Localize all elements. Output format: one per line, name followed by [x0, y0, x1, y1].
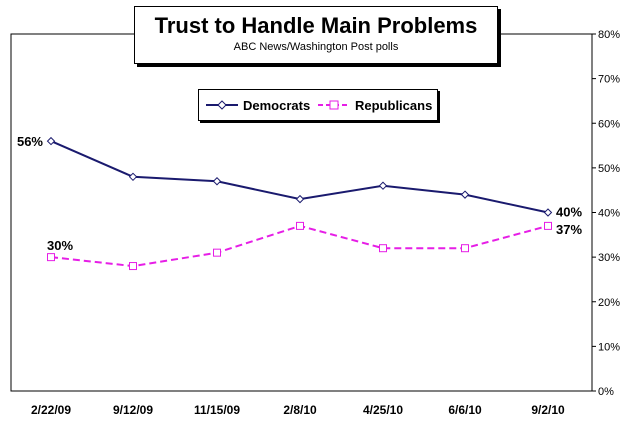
x-tick-label: 4/25/10 [363, 403, 403, 417]
data-point-republicans [296, 221, 304, 230]
legend-swatch-democrats [206, 100, 238, 110]
legend-item-republicans: Republicans [317, 97, 432, 113]
data-point-republicans [129, 262, 137, 271]
x-tick-label: 9/12/09 [113, 403, 153, 417]
legend-swatch-republicans [318, 100, 350, 110]
data-point-republicans [461, 244, 469, 253]
legend-label-democrats: Democrats [243, 97, 311, 113]
chart-title: Trust to Handle Main Problems [154, 13, 478, 38]
x-tick-label: 2/8/10 [283, 403, 317, 417]
y-tick-label: 0% [598, 386, 614, 398]
data-point-democrats [460, 190, 470, 199]
data-label: 40% [556, 205, 582, 220]
data-point-democrats [128, 172, 138, 182]
data-point-republicans [213, 248, 221, 257]
y-tick-label: 10% [598, 341, 620, 353]
data-point-republicans [379, 244, 387, 253]
x-tick-label: 9/2/10 [531, 403, 565, 417]
data-point-democrats [212, 177, 222, 186]
data-point-democrats [378, 181, 388, 190]
data-label: 30% [47, 238, 73, 253]
y-tick-label: 30% [598, 252, 620, 264]
x-tick-label: 2/22/09 [31, 403, 71, 417]
chart-subtitle: ABC News/Washington Post polls [233, 41, 399, 53]
x-tick-label: 11/15/09 [194, 403, 240, 417]
x-tick-label: 6/6/10 [448, 403, 482, 417]
legend-label-republicans: Republicans [355, 97, 433, 113]
data-point-republicans [544, 221, 552, 230]
y-tick-label: 50% [598, 163, 620, 175]
data-point-democrats [543, 208, 553, 217]
legend-item-democrats: Democrats [205, 97, 310, 113]
data-point-republicans [47, 253, 55, 262]
y-tick-label: 40% [598, 208, 620, 220]
plot-area [10, 33, 593, 392]
title-box: Trust to Handle Main Problems ABC News/W… [134, 6, 498, 64]
data-label: 37% [556, 222, 582, 237]
y-tick-label: 60% [598, 118, 620, 130]
data-label: 56% [17, 134, 43, 149]
data-point-democrats [46, 136, 56, 146]
y-tick-label: 80% [598, 29, 620, 41]
data-point-democrats [295, 194, 305, 204]
y-tick-label: 70% [598, 74, 620, 86]
legend: Democrats Republicans [198, 89, 438, 121]
y-tick-label: 20% [598, 297, 620, 309]
